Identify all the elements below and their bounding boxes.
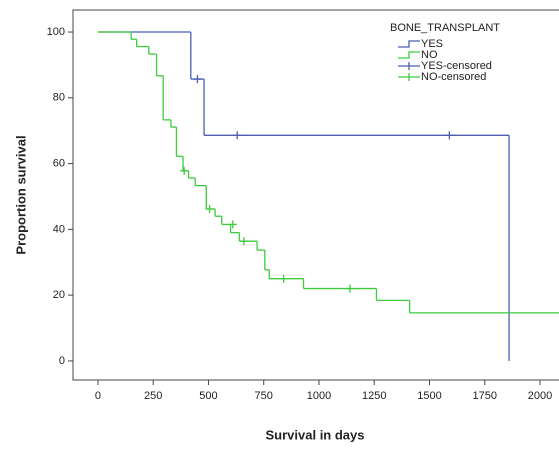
censor-mark <box>239 237 248 246</box>
legend-label: YES <box>421 38 443 50</box>
censor-mark <box>279 274 288 283</box>
y-tick-label: 40 <box>53 223 65 235</box>
y-tick-label: 60 <box>53 157 65 169</box>
censor-mark <box>180 166 189 175</box>
legend-label: YES-censored <box>421 60 492 72</box>
legend-title: BONE_TRANSPLANT <box>390 22 500 34</box>
x-tick-label: 500 <box>199 390 217 402</box>
y-tick-label: 20 <box>53 289 65 301</box>
censor-mark <box>445 131 454 140</box>
x-tick-label: 1750 <box>472 390 496 402</box>
y-tick-label: 100 <box>47 26 65 38</box>
y-tick-label: 0 <box>59 355 65 367</box>
legend-symbol <box>398 73 420 81</box>
plot-area <box>97 31 559 361</box>
y-tick-label: 80 <box>53 92 65 104</box>
plot-frame <box>72 9 559 381</box>
censor-mark <box>345 284 354 293</box>
legend-label: NO <box>421 49 438 61</box>
legend-label: NO-censored <box>421 71 486 83</box>
censor-mark <box>205 204 214 213</box>
x-tick-label: 1000 <box>307 390 331 402</box>
x-axis-title: Survival in days <box>266 427 365 442</box>
x-tick-label: 0 <box>95 390 101 402</box>
legend-symbol <box>398 51 420 59</box>
legend-symbol <box>398 40 420 48</box>
censor-mark <box>233 131 242 140</box>
censor-mark <box>193 75 202 84</box>
x-tick-label: 1250 <box>362 390 386 402</box>
x-tick-label: 2000 <box>528 390 552 402</box>
x-tick-label: 1500 <box>417 390 441 402</box>
y-axis-title: Proportion survival <box>13 135 28 254</box>
x-tick-label: 250 <box>144 390 162 402</box>
censor-mark <box>228 220 237 229</box>
x-tick-label: 750 <box>255 390 273 402</box>
legend-symbol <box>398 62 420 70</box>
